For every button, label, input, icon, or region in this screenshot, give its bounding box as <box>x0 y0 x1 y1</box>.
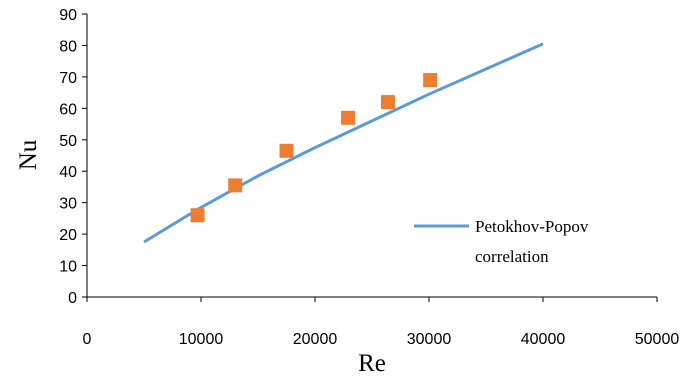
y-tick-label: 40 <box>59 164 77 181</box>
legend: Petokhov-Popov correlation <box>414 217 589 266</box>
y-tick-label: 70 <box>59 70 77 87</box>
correlation-line <box>143 42 544 244</box>
y-axis-title: Nu <box>15 139 42 170</box>
series-layer <box>143 42 544 244</box>
data-point-marker <box>279 143 294 158</box>
y-tick-label: 60 <box>59 101 77 118</box>
x-ticks: 0 10000 20000 30000 40000 50000 <box>83 297 680 348</box>
y-tick-label: 30 <box>59 196 77 213</box>
y-tick-label: 0 <box>68 290 77 307</box>
x-tick-label: 0 <box>83 331 92 348</box>
x-tick-label: 50000 <box>635 331 680 348</box>
y-ticks: 0 10 20 30 40 50 60 70 80 90 <box>59 7 87 307</box>
data-point-marker <box>228 178 243 193</box>
y-tick-label: 80 <box>59 38 77 55</box>
x-tick-label: 20000 <box>293 331 338 348</box>
legend-label-line2: correlation <box>475 247 549 266</box>
y-tick-label: 90 <box>59 7 77 24</box>
y-tick-label: 10 <box>59 259 77 276</box>
x-tick-label: 30000 <box>407 331 452 348</box>
data-point-marker <box>423 73 438 88</box>
data-point-marker <box>380 95 395 110</box>
x-tick-label: 40000 <box>521 331 566 348</box>
y-tick-label: 50 <box>59 133 77 150</box>
data-point-marker <box>341 110 356 125</box>
y-tick-label: 20 <box>59 227 77 244</box>
legend-label-line1: Petokhov-Popov <box>475 217 589 236</box>
data-point-marker <box>190 208 205 223</box>
x-axis-title: Re <box>358 350 386 376</box>
x-tick-label: 10000 <box>179 331 224 348</box>
